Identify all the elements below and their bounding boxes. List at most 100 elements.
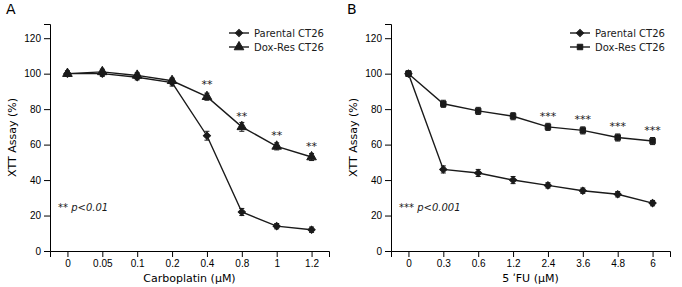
y-tick-mark (385, 109, 391, 110)
error-bar-cap (239, 131, 244, 132)
y-tick-mark (385, 74, 391, 75)
plot-area (405, 70, 656, 207)
x-tick-label: 0.2 (166, 258, 180, 269)
y-tick-label: 40 (30, 175, 42, 186)
point (475, 108, 480, 113)
point (509, 176, 516, 183)
x-axis-title: 5 ʹFU (μM) (502, 272, 559, 285)
legend-entry: Dox-Res CT26 (229, 41, 324, 52)
series (406, 71, 656, 145)
panel: 00.050.10.20.40.811.2020406080100120Carb… (6, 1, 330, 285)
series-line (67, 72, 311, 157)
x-tick: 0.4 (200, 251, 214, 269)
error-bar (650, 138, 655, 145)
error-bar (406, 71, 411, 76)
legend-marker (235, 29, 242, 36)
x-tick: 0.3 (437, 251, 451, 269)
point (510, 113, 515, 118)
y-tick: 0 (376, 246, 391, 257)
x-tick: 2.4 (541, 251, 555, 269)
y-axis-title: XTT Assay (%) (6, 98, 19, 177)
point (579, 187, 586, 194)
y-tick-mark (385, 180, 391, 181)
significance-mark: *** (609, 120, 626, 133)
x-tick: 4.8 (611, 251, 625, 269)
figure: 00.050.10.20.40.811.2020406080100120Carb… (0, 0, 682, 287)
x-tick: 1.2 (305, 251, 319, 269)
y-axis-line (44, 25, 51, 252)
x-tick-label: 1.2 (507, 258, 521, 269)
x-tick-mark (312, 251, 313, 257)
x-tick-mark (548, 251, 549, 257)
legend: Parental CT26Dox-Res CT26 (229, 28, 324, 53)
panel: 00.30.61.22.43.64.860204060801001205 ʹFU… (347, 1, 671, 285)
point (167, 75, 177, 83)
x-tick: 0.1 (131, 251, 145, 269)
point (308, 226, 315, 233)
y-tick-mark (385, 145, 391, 146)
y-tick-mark (44, 74, 50, 75)
y-tick-label: 80 (371, 104, 383, 115)
point (238, 208, 245, 215)
y-tick-mark (44, 38, 50, 39)
y-axis: 020406080100120 (24, 25, 50, 257)
legend-entry: Parental CT26 (570, 28, 665, 39)
y-tick-mark (44, 145, 50, 146)
point (580, 128, 585, 133)
x-tick-label: 0.3 (437, 258, 451, 269)
significance-mark: *** (644, 124, 661, 137)
point (475, 169, 482, 176)
point (614, 191, 621, 198)
y-tick-label: 120 (365, 33, 382, 44)
x-tick: 1 (274, 251, 280, 269)
y-tick: 120 (365, 33, 391, 44)
point (615, 135, 620, 140)
x-tick: 0.2 (166, 251, 180, 269)
x-tick-label: 0.1 (131, 258, 145, 269)
point (441, 101, 446, 106)
x-axis: 00.050.10.20.40.811.2 (51, 251, 330, 269)
point (203, 132, 210, 139)
series (63, 66, 317, 160)
significance-mark: ** (236, 110, 248, 123)
y-tick: 80 (371, 104, 391, 115)
error-bar (511, 113, 516, 120)
x-tick-mark (277, 251, 278, 257)
panel-label: A (6, 1, 16, 17)
legend-marker (576, 29, 583, 36)
y-tick: 20 (371, 210, 391, 221)
y-tick-mark (44, 109, 50, 110)
error-bar (615, 134, 620, 141)
x-tick-mark (653, 251, 654, 257)
y-axis-line (385, 25, 392, 252)
y-tick-label: 60 (371, 139, 383, 150)
x-tick-label: 0.8 (235, 258, 249, 269)
y-tick: 20 (30, 210, 50, 221)
x-tick: 0.6 (472, 251, 486, 269)
x-tick-mark (513, 251, 514, 257)
significance-mark: *** (575, 113, 592, 126)
x-tick-label: 0.4 (200, 258, 214, 269)
x-tick: 6 (650, 251, 656, 269)
y-tick: 40 (371, 175, 391, 186)
legend-label: Dox-Res CT26 (595, 42, 665, 53)
point (650, 138, 655, 143)
point (544, 182, 551, 189)
y-tick-label: 20 (30, 210, 42, 221)
point (440, 166, 447, 173)
x-tick-label: 6 (650, 258, 656, 269)
y-tick: 60 (371, 139, 391, 150)
y-tick-label: 0 (35, 246, 41, 257)
y-tick: 120 (24, 33, 50, 44)
point (545, 124, 550, 129)
significance-mark: ** (306, 140, 318, 153)
x-axis-line (392, 252, 671, 258)
x-tick-mark (478, 251, 479, 257)
y-tick: 100 (24, 68, 50, 79)
point (405, 70, 412, 77)
error-bar (406, 71, 411, 76)
x-tick-label: 0.6 (472, 258, 486, 269)
legend-label: Parental CT26 (595, 28, 665, 39)
legend-label: Dox-Res CT26 (254, 42, 324, 53)
x-tick: 1.2 (507, 251, 521, 269)
